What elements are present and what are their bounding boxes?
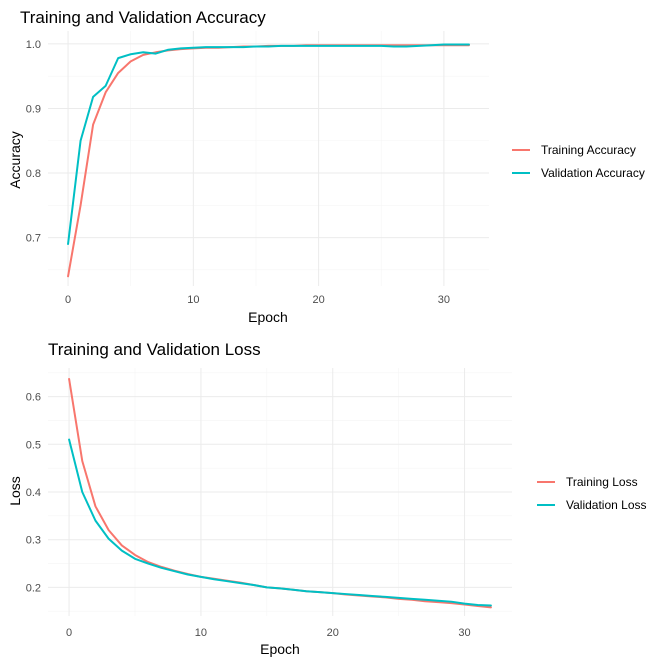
loss-panel: Training and Validation Loss 0.20.30.40.… xyxy=(7,340,647,657)
loss-y-tick-label: 0.6 xyxy=(26,392,41,404)
accuracy-x-tick-label: 10 xyxy=(187,294,199,306)
accuracy-y-tick-label: 1.0 xyxy=(26,39,41,51)
accuracy-grid xyxy=(48,31,489,286)
loss-series-lines xyxy=(68,377,492,609)
accuracy-x-axis-title: Epoch xyxy=(248,309,288,325)
loss-x-tick-label: 0 xyxy=(66,627,72,639)
loss-y-tick-label: 0.5 xyxy=(26,439,41,451)
loss-y-axis-title: Loss xyxy=(7,476,23,506)
loss-y-tick-label: 0.3 xyxy=(26,535,41,547)
loss-y-tick-label: 0.4 xyxy=(26,487,41,499)
loss-x-ticks: 0 10 20 30 xyxy=(66,627,471,639)
loss-legend: Training Loss Validation Loss xyxy=(537,475,647,512)
accuracy-legend: Training Accuracy Validation Accuracy xyxy=(512,143,645,180)
accuracy-y-axis-title: Accuracy xyxy=(7,131,23,189)
training-loss-line xyxy=(68,377,492,609)
legend-label-validation-accuracy: Validation Accuracy xyxy=(541,166,645,180)
accuracy-y-ticks: 0.7 0.8 0.9 1.0 xyxy=(26,39,41,245)
loss-x-axis-title: Epoch xyxy=(260,641,300,657)
training-accuracy-line xyxy=(67,44,470,278)
accuracy-panel: Training and Validation Accuracy 0.70.80… xyxy=(7,8,645,325)
accuracy-y-tick-label: 0.9 xyxy=(26,103,41,115)
loss-x-tick-label: 20 xyxy=(327,627,339,639)
legend-label-validation-loss: Validation Loss xyxy=(566,498,647,512)
legend-label-training-loss: Training Loss xyxy=(566,475,638,489)
validation-loss-line xyxy=(68,438,492,607)
accuracy-y-tick-label: 0.7 xyxy=(26,233,41,245)
accuracy-y-tick-label: 0.8 xyxy=(26,168,41,180)
accuracy-x-tick-label: 20 xyxy=(312,294,324,306)
validation-accuracy-line xyxy=(67,43,470,246)
loss-y-tick-label: 0.2 xyxy=(26,582,41,594)
accuracy-x-tick-label: 30 xyxy=(438,294,450,306)
accuracy-x-ticks: 0 10 20 30 xyxy=(65,294,450,306)
loss-grid xyxy=(48,368,512,616)
loss-y-ticks: 0.2 0.3 0.4 0.5 0.6 xyxy=(26,392,41,595)
accuracy-series-lines xyxy=(67,43,470,278)
accuracy-x-tick-label: 0 xyxy=(65,294,71,306)
loss-x-tick-label: 30 xyxy=(458,627,470,639)
accuracy-chart-title: Training and Validation Accuracy xyxy=(20,8,266,27)
loss-chart-title: Training and Validation Loss xyxy=(48,340,261,359)
loss-x-tick-label: 10 xyxy=(195,627,207,639)
legend-label-training-accuracy: Training Accuracy xyxy=(541,143,636,157)
